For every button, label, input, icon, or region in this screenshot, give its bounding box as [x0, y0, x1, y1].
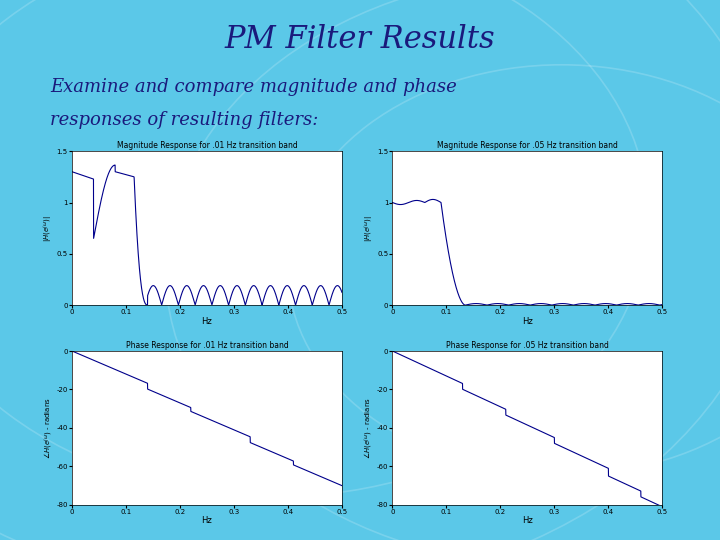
Text: Examine and compare magnitude and phase: Examine and compare magnitude and phase	[50, 78, 457, 96]
Y-axis label: $\angle H(e^{j\omega})$ - radians: $\angle H(e^{j\omega})$ - radians	[363, 397, 375, 459]
X-axis label: Hz: Hz	[202, 316, 212, 326]
Y-axis label: $\angle H(e^{j\omega})$ - radians: $\angle H(e^{j\omega})$ - radians	[42, 397, 55, 459]
Title: Magnitude Response for .05 Hz transition band: Magnitude Response for .05 Hz transition…	[437, 141, 618, 151]
Y-axis label: $|H(e^{j\omega})|$: $|H(e^{j\omega})|$	[362, 215, 376, 241]
X-axis label: Hz: Hz	[202, 516, 212, 525]
Title: Phase Response for .01 Hz transition band: Phase Response for .01 Hz transition ban…	[125, 341, 289, 350]
Title: Magnitude Response for .01 Hz transition band: Magnitude Response for .01 Hz transition…	[117, 141, 297, 151]
X-axis label: Hz: Hz	[522, 316, 533, 326]
Text: PM Filter Results: PM Filter Results	[225, 24, 495, 55]
Title: Phase Response for .05 Hz transition band: Phase Response for .05 Hz transition ban…	[446, 341, 609, 350]
Y-axis label: $|H(e^{j\omega})|$: $|H(e^{j\omega})|$	[42, 215, 55, 241]
Text: responses of resulting filters:: responses of resulting filters:	[50, 111, 319, 129]
X-axis label: Hz: Hz	[522, 516, 533, 525]
